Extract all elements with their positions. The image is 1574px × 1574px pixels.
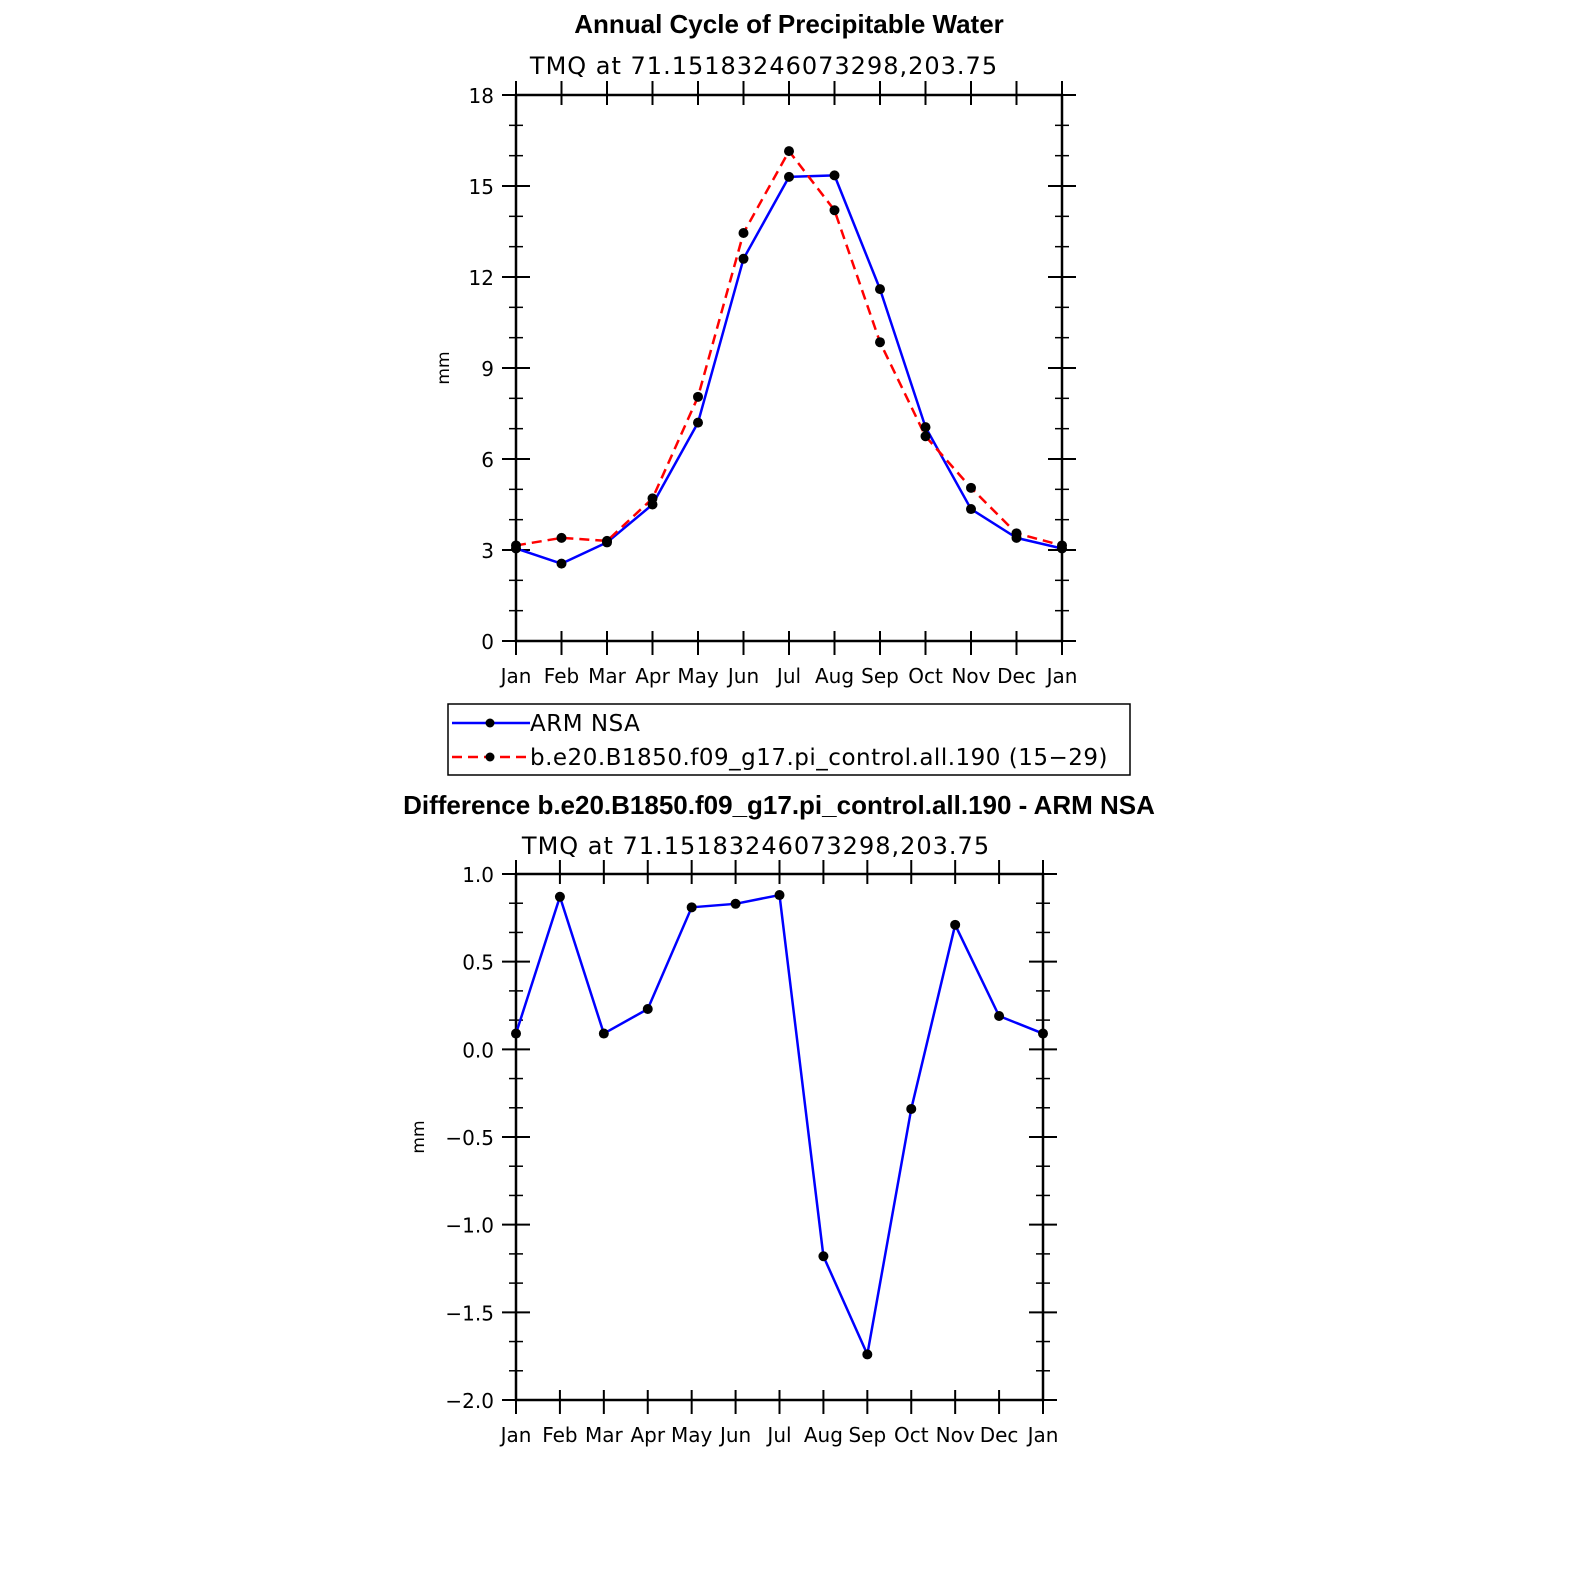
x-tick-label: Oct [908, 664, 943, 688]
chart-title: Annual Cycle of Precipitable Water [574, 9, 1004, 39]
y-tick-label: 6 [481, 448, 494, 472]
chart-subtitle: TMQ at 71.15183246073298,203.75 [529, 52, 998, 80]
x-tick-label: Aug [804, 1423, 843, 1447]
x-tick-label: Nov [951, 664, 990, 688]
data-point [686, 902, 697, 913]
data-point [556, 558, 567, 569]
data-point [818, 1251, 829, 1262]
data-point [511, 1028, 521, 1039]
y-tick-label: 12 [469, 266, 494, 290]
plot-area: Jan Feb Mar Apr May Jun Jul Aug Sep Oct Nov Dec Jan0… [469, 81, 1078, 688]
y-tick-label: 18 [469, 84, 494, 108]
chart-title: Difference b.e20.B1850.f09_g17.pi_contro… [403, 790, 1155, 820]
data-point [774, 890, 785, 901]
data-point [1038, 1028, 1048, 1039]
data-point [829, 170, 840, 181]
x-tick-label: Feb [544, 664, 579, 688]
series-line-1 [515, 149, 1063, 547]
data-point [693, 391, 703, 402]
x-tick-label: Jan [499, 1423, 532, 1447]
x-tick-label: Dec [997, 664, 1036, 688]
data-point [602, 535, 612, 546]
y-axis-label: mm [409, 1120, 429, 1153]
x-tick-label: Jun [726, 664, 759, 688]
y-axis-label: mm [434, 351, 454, 384]
data-point [920, 422, 931, 433]
chart-subtitle: TMQ at 71.15183246073298,203.75 [521, 832, 990, 860]
x-tick-label: Jul [765, 1423, 791, 1447]
legend-label: b.e20.B1850.f09_g17.pi_control.all.190 (… [530, 745, 1108, 771]
legend-swatch-marker [485, 752, 495, 762]
data-point [642, 1004, 653, 1015]
data-point [784, 146, 794, 157]
x-tick-label: Jan [1045, 664, 1078, 688]
x-tick-label: Feb [542, 1423, 577, 1447]
data-point [966, 504, 976, 515]
legend-box [447, 703, 1131, 776]
x-tick-label: Mar [585, 1423, 624, 1447]
data-point [738, 253, 749, 264]
y-tick-label: −2.0 [445, 1389, 494, 1413]
data-point [784, 171, 794, 182]
data-point [966, 482, 976, 493]
series-line-0 [514, 893, 1044, 1356]
x-tick-label: Jan [1026, 1423, 1059, 1447]
x-tick-label: May [677, 664, 719, 688]
y-tick-label: −0.5 [445, 1126, 494, 1150]
data-point [693, 417, 703, 428]
data-point [875, 284, 885, 295]
difference-chart: Difference b.e20.B1850.f09_g17.pi_contro… [403, 790, 1155, 1447]
y-tick-label: 0.0 [462, 1038, 494, 1062]
x-tick-label: May [671, 1423, 713, 1447]
legend-item-model: b.e20.B1850.f09_g17.pi_control.all.190 (… [452, 745, 1108, 771]
data-point [920, 431, 931, 442]
data-point [511, 540, 521, 551]
x-tick-label: Jul [775, 664, 801, 688]
x-tick-label: Mar [588, 664, 627, 688]
x-tick-label: Jun [718, 1423, 751, 1447]
data-point [950, 919, 961, 930]
y-tick-label: 1.0 [462, 863, 494, 887]
data-point [875, 337, 885, 348]
data-point [994, 1011, 1005, 1022]
y-tick-label: 0.5 [462, 951, 494, 975]
legend-label: ARM NSA [530, 711, 640, 737]
data-point [1011, 528, 1022, 539]
x-tick-label: Jan [499, 664, 532, 688]
plot-frame [514, 872, 1045, 1402]
data-point [862, 1349, 873, 1360]
y-tick-label: 0 [481, 630, 494, 654]
plot-area: Jan Feb Mar Apr May Jun Jul Aug Sep Oct Nov Dec Jan−… [445, 860, 1058, 1447]
x-tick-label: Nov [936, 1423, 975, 1447]
x-tick-label: Aug [815, 664, 854, 688]
legend-swatch-marker [485, 718, 495, 728]
data-point [556, 532, 567, 543]
legend-item-arm-nsa: ARM NSA [452, 711, 640, 737]
data-point [554, 891, 565, 902]
x-tick-label: Apr [630, 1423, 665, 1447]
series-line-0 [515, 174, 1063, 565]
x-tick-label: Oct [894, 1423, 929, 1447]
data-point [1057, 540, 1067, 551]
data-point [647, 493, 658, 504]
y-tick-label: 15 [469, 175, 494, 199]
data-point [906, 1103, 917, 1114]
data-point [829, 205, 840, 216]
data-point [730, 898, 741, 909]
y-tick-label: −1.0 [445, 1214, 494, 1238]
x-tick-label: Sep [848, 1423, 886, 1447]
legend: ARM NSA b.e20.B1850.f09_g17.pi_control.a… [447, 703, 1131, 776]
x-tick-label: Sep [861, 664, 899, 688]
annual-cycle-chart: Annual Cycle of Precipitable Water TMQ a… [434, 9, 1077, 688]
data-point [598, 1028, 609, 1039]
x-tick-label: Dec [980, 1423, 1019, 1447]
x-tick-label: Apr [635, 664, 670, 688]
y-tick-label: 9 [481, 357, 494, 381]
y-tick-label: 3 [481, 539, 494, 563]
data-point [738, 228, 749, 239]
y-tick-label: −1.5 [445, 1301, 494, 1325]
